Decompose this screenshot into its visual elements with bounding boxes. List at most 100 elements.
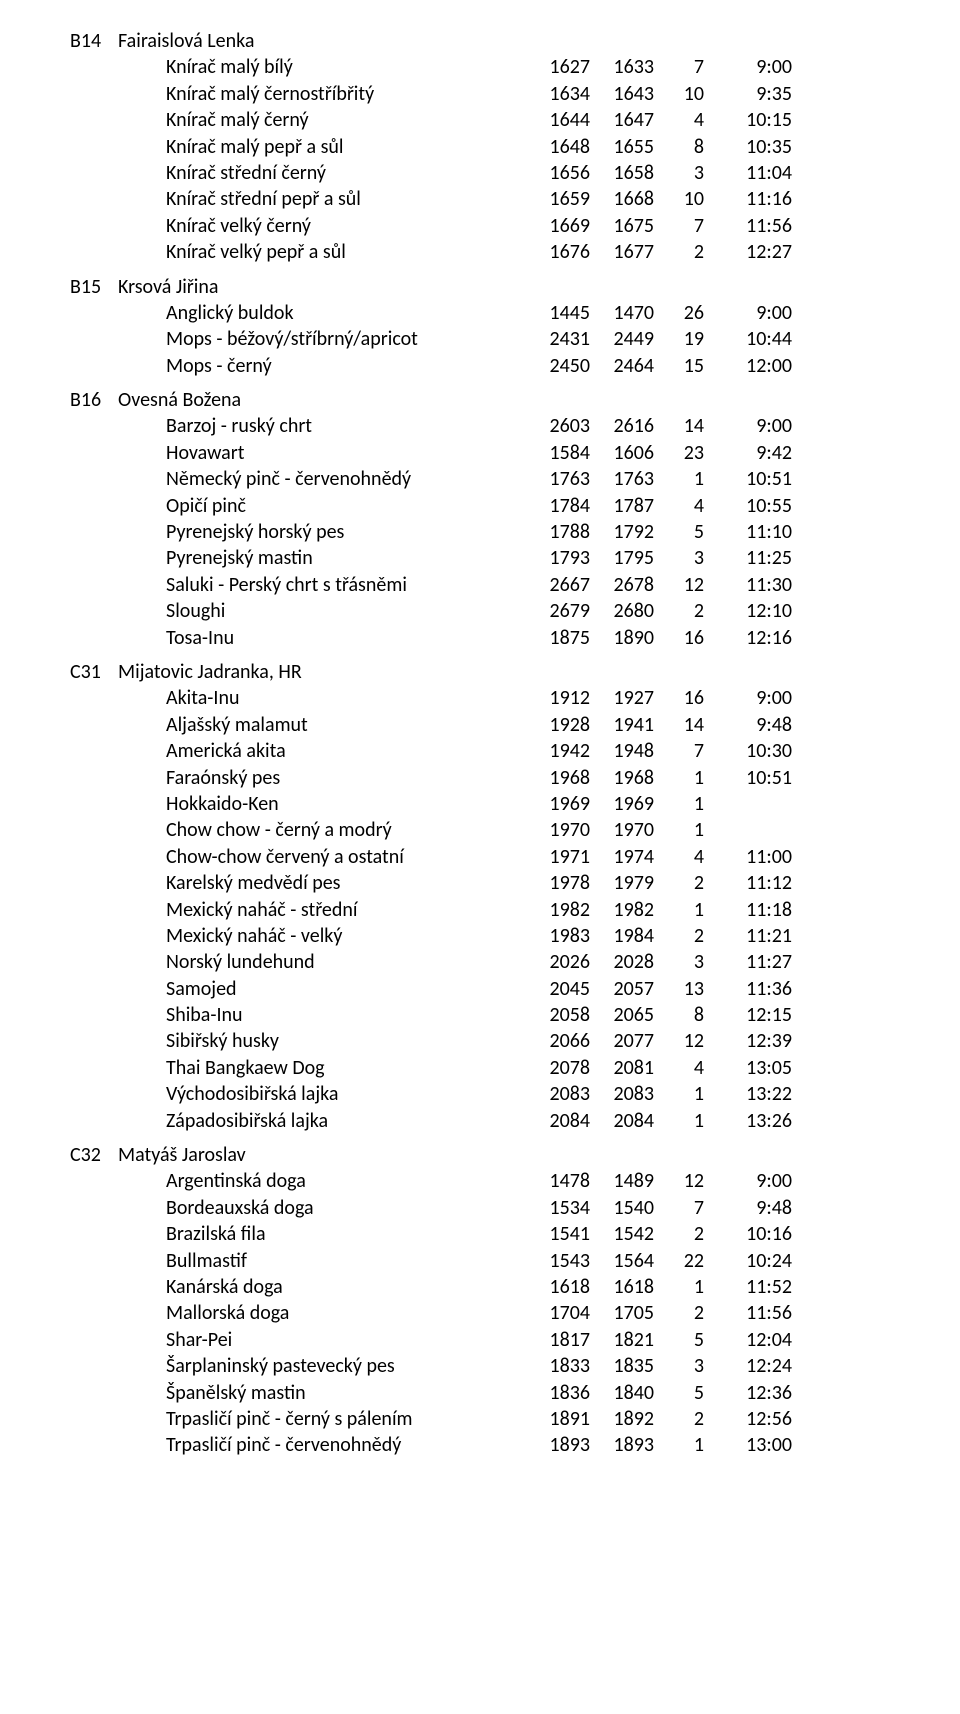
start-time: 11:00 xyxy=(704,844,792,870)
start-time: 12:56 xyxy=(704,1406,792,1432)
catalog-from: 1763 xyxy=(526,466,590,492)
catalog-from: 1704 xyxy=(526,1300,590,1326)
catalog-from: 1983 xyxy=(526,923,590,949)
breed-name: Saluki - Perský chrt s třásněmi xyxy=(166,572,526,598)
breed-row: Mallorská doga17041705211:56 xyxy=(166,1300,890,1326)
breed-name: Západosibiřská lajka xyxy=(166,1108,526,1134)
section-header: C31Mijatovic Jadranka, HR xyxy=(70,659,890,685)
document-root: B14Fairaislová LenkaKnírač malý bílý1627… xyxy=(70,28,890,1459)
breed-name: Shiba-Inu xyxy=(166,1002,526,1028)
catalog-from: 1644 xyxy=(526,107,590,133)
breed-row: Sibiřský husky206620771212:39 xyxy=(166,1028,890,1054)
catalog-to: 1658 xyxy=(590,160,654,186)
catalog-to: 2680 xyxy=(590,598,654,624)
catalog-from: 1836 xyxy=(526,1380,590,1406)
entry-count: 1 xyxy=(654,817,704,843)
judge-name: Fairaislová Lenka xyxy=(118,28,890,54)
start-time: 11:56 xyxy=(704,1300,792,1326)
start-time: 9:42 xyxy=(704,440,792,466)
entry-count: 2 xyxy=(654,1406,704,1432)
catalog-to: 1677 xyxy=(590,239,654,265)
breed-row: Knírač malý černostříbřitý16341643109:35 xyxy=(166,81,890,107)
breed-row: Argentinská doga14781489129:00 xyxy=(166,1168,890,1194)
catalog-from: 1968 xyxy=(526,765,590,791)
entry-count: 2 xyxy=(654,598,704,624)
breed-name: Opičí pinč xyxy=(166,493,526,519)
catalog-to: 2057 xyxy=(590,976,654,1002)
breed-name: Knírač malý černostříbřitý xyxy=(166,81,526,107)
section: C31Mijatovic Jadranka, HRAkita-Inu191219… xyxy=(70,659,890,1134)
breed-rows: Knírač malý bílý1627163379:00Knírač malý… xyxy=(166,54,890,265)
section: C32Matyáš JaroslavArgentinská doga147814… xyxy=(70,1142,890,1459)
entry-count: 2 xyxy=(654,870,704,896)
catalog-to: 1763 xyxy=(590,466,654,492)
catalog-from: 1788 xyxy=(526,519,590,545)
entry-count: 12 xyxy=(654,572,704,598)
breed-name: Tosa-Inu xyxy=(166,625,526,651)
entry-count: 4 xyxy=(654,107,704,133)
start-time: 12:15 xyxy=(704,1002,792,1028)
breed-row: Bordeauxská doga1534154079:48 xyxy=(166,1195,890,1221)
breed-row: Aljašský malamut19281941149:48 xyxy=(166,712,890,738)
entry-count: 19 xyxy=(654,326,704,352)
catalog-from: 2450 xyxy=(526,353,590,379)
breed-row: Pyrenejský horský pes17881792511:10 xyxy=(166,519,890,545)
catalog-from: 1478 xyxy=(526,1168,590,1194)
breed-row: Německý pinč - červenohnědý17631763110:5… xyxy=(166,466,890,492)
catalog-to: 1890 xyxy=(590,625,654,651)
breed-name: Bullmastif xyxy=(166,1248,526,1274)
breed-row: Shiba-Inu20582065812:15 xyxy=(166,1002,890,1028)
breed-name: Trpasličí pinč - červenohnědý xyxy=(166,1432,526,1458)
entry-count: 7 xyxy=(654,738,704,764)
start-time: 11:21 xyxy=(704,923,792,949)
entry-count: 3 xyxy=(654,1353,704,1379)
start-time: 10:15 xyxy=(704,107,792,133)
breed-row: Opičí pinč17841787410:55 xyxy=(166,493,890,519)
breed-name: Trpasličí pinč - černý s pálením xyxy=(166,1406,526,1432)
entry-count: 2 xyxy=(654,1300,704,1326)
catalog-from: 1970 xyxy=(526,817,590,843)
ring-code: C32 xyxy=(70,1142,118,1168)
entry-count: 1 xyxy=(654,1108,704,1134)
catalog-to: 2678 xyxy=(590,572,654,598)
start-time: 10:51 xyxy=(704,466,792,492)
catalog-to: 1675 xyxy=(590,213,654,239)
breed-row: Trpasličí pinč - černý s pálením18911892… xyxy=(166,1406,890,1432)
entry-count: 2 xyxy=(654,1221,704,1247)
catalog-from: 1891 xyxy=(526,1406,590,1432)
entry-count: 1 xyxy=(654,466,704,492)
catalog-from: 1669 xyxy=(526,213,590,239)
breed-row: Hovawart15841606239:42 xyxy=(166,440,890,466)
breed-row: Knírač malý černý16441647410:15 xyxy=(166,107,890,133)
entry-count: 5 xyxy=(654,519,704,545)
breed-name: Pyrenejský mastin xyxy=(166,545,526,571)
breed-name: Sloughi xyxy=(166,598,526,624)
breed-row: Brazilská fila15411542210:16 xyxy=(166,1221,890,1247)
breed-name: Pyrenejský horský pes xyxy=(166,519,526,545)
start-time: 11:30 xyxy=(704,572,792,598)
entry-count: 1 xyxy=(654,1274,704,1300)
section: B16Ovesná BoženaBarzoj - ruský chrt26032… xyxy=(70,387,890,651)
ring-code: B14 xyxy=(70,28,118,54)
breed-row: Mexický naháč - velký19831984211:21 xyxy=(166,923,890,949)
breed-rows: Akita-Inu19121927169:00Aljašský malamut1… xyxy=(166,685,890,1134)
breed-name: Barzoj - ruský chrt xyxy=(166,413,526,439)
breed-row: Chow-chow červený a ostatní19711974411:0… xyxy=(166,844,890,870)
breed-name: Šarplaninský pastevecký pes xyxy=(166,1353,526,1379)
breed-row: Mops - béžový/stříbrný/apricot2431244919… xyxy=(166,326,890,352)
entry-count: 8 xyxy=(654,1002,704,1028)
start-time: 11:04 xyxy=(704,160,792,186)
breed-row: Knírač střední černý16561658311:04 xyxy=(166,160,890,186)
catalog-from: 1969 xyxy=(526,791,590,817)
catalog-to: 1470 xyxy=(590,300,654,326)
breed-name: Anglický buldok xyxy=(166,300,526,326)
start-time: 9:48 xyxy=(704,712,792,738)
entry-count: 10 xyxy=(654,186,704,212)
catalog-to: 2077 xyxy=(590,1028,654,1054)
breed-name: Španělský mastin xyxy=(166,1380,526,1406)
catalog-to: 2084 xyxy=(590,1108,654,1134)
ring-code: B16 xyxy=(70,387,118,413)
entry-count: 16 xyxy=(654,685,704,711)
catalog-to: 1968 xyxy=(590,765,654,791)
catalog-to: 1892 xyxy=(590,1406,654,1432)
